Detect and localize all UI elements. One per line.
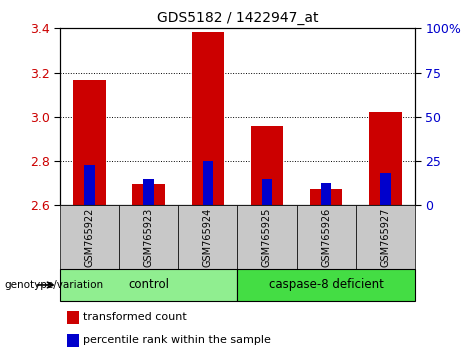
Bar [132,184,165,205]
Text: GSM765922: GSM765922 [84,207,95,267]
Text: percentile rank within the sample: percentile rank within the sample [83,335,271,346]
Bar [178,205,237,269]
Text: genotype/variation: genotype/variation [5,280,104,290]
Bar [143,179,154,205]
Bar [321,183,331,205]
Bar [202,161,213,205]
Text: GSM765926: GSM765926 [321,207,331,267]
Bar [60,269,237,301]
Bar [237,269,415,301]
Text: GSM765927: GSM765927 [380,207,390,267]
Text: GSM765925: GSM765925 [262,207,272,267]
Bar [296,205,356,269]
Bar [356,205,415,269]
Bar [369,113,402,205]
Title: GDS5182 / 1422947_at: GDS5182 / 1422947_at [157,11,318,24]
Bar [119,205,178,269]
Text: caspase-8 deficient: caspase-8 deficient [269,279,384,291]
Bar [192,32,224,205]
Text: GSM765924: GSM765924 [203,207,213,267]
Bar [84,166,95,205]
Bar [237,205,296,269]
Bar [67,334,79,347]
Bar [380,173,390,205]
Text: control: control [128,279,169,291]
Bar [262,179,272,205]
Bar [67,311,79,324]
Text: GSM765923: GSM765923 [144,207,154,267]
Bar [73,80,106,205]
Bar [251,126,283,205]
Text: transformed count: transformed count [83,312,187,322]
Bar [60,205,119,269]
Bar [310,189,343,205]
